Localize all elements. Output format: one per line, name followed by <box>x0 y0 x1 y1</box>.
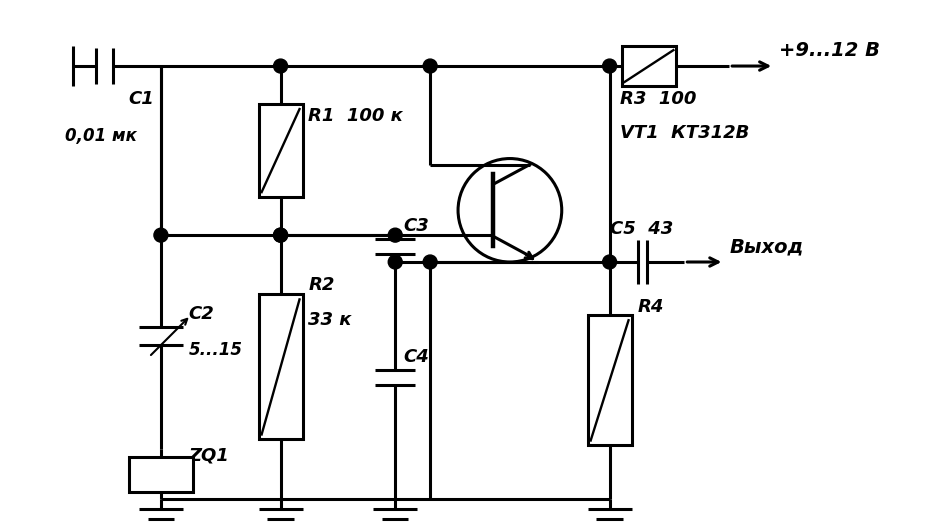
Text: ZQ1: ZQ1 <box>188 447 229 465</box>
Circle shape <box>423 255 437 269</box>
Text: R2: R2 <box>308 276 335 294</box>
Text: 33 к: 33 к <box>308 311 352 329</box>
Text: C3: C3 <box>404 217 429 235</box>
Circle shape <box>423 59 437 73</box>
Text: 5...15: 5...15 <box>188 341 243 359</box>
Text: Выход: Выход <box>729 237 803 256</box>
Circle shape <box>603 255 617 269</box>
Text: C2: C2 <box>188 305 214 323</box>
Circle shape <box>273 228 288 242</box>
Bar <box>622 46 677 86</box>
Text: 0,01 мк: 0,01 мк <box>65 127 137 145</box>
Bar <box>129 457 193 492</box>
Text: R3  100: R3 100 <box>620 90 696 108</box>
Text: C1: C1 <box>129 90 154 108</box>
Circle shape <box>388 228 402 242</box>
Bar <box>587 316 631 446</box>
Circle shape <box>388 255 402 269</box>
Text: VT1  КТ312В: VT1 КТ312В <box>620 124 749 142</box>
Circle shape <box>603 59 617 73</box>
Circle shape <box>273 228 288 242</box>
Bar <box>259 295 303 439</box>
Circle shape <box>273 59 288 73</box>
Text: C5  43: C5 43 <box>609 220 673 238</box>
Text: R1  100 к: R1 100 к <box>308 107 404 125</box>
Text: C4: C4 <box>404 349 429 366</box>
Bar <box>259 104 303 197</box>
Text: +9...12 В: +9...12 В <box>779 41 880 60</box>
Circle shape <box>154 228 168 242</box>
Text: R4: R4 <box>638 298 664 316</box>
